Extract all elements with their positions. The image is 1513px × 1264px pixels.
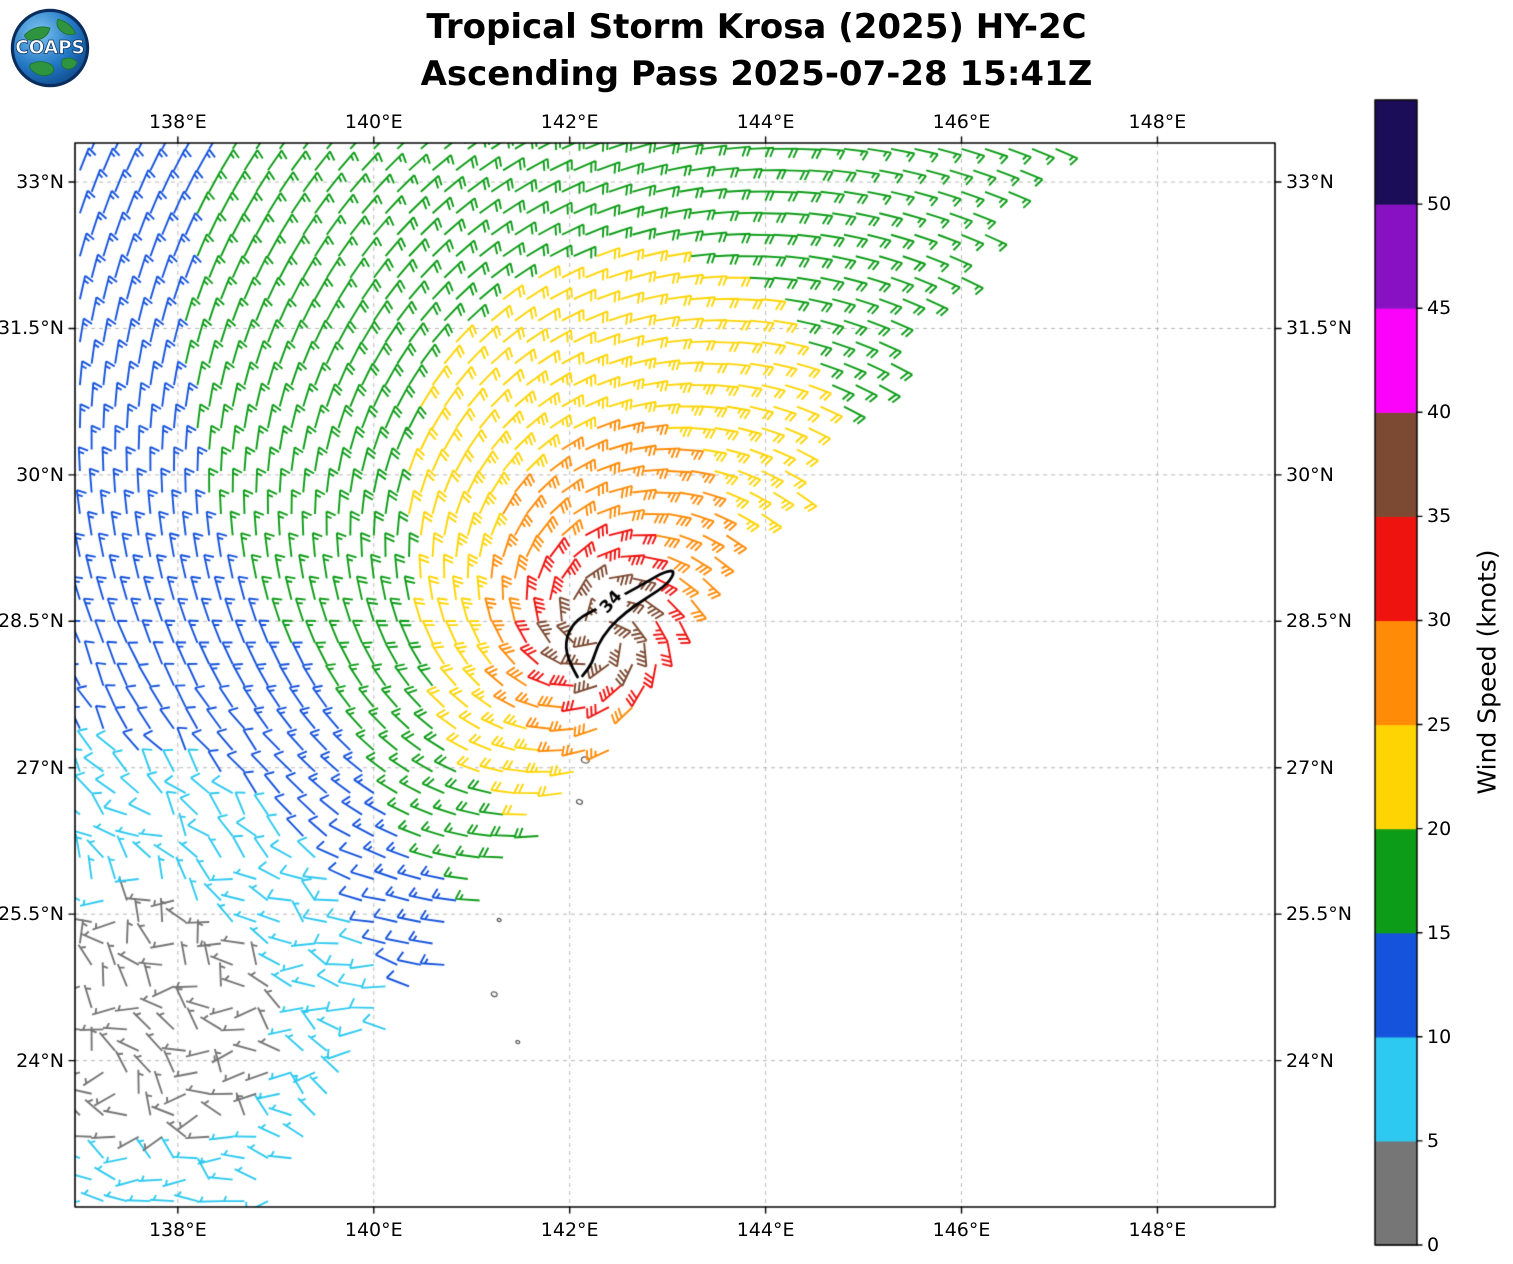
x-tick-label-top: 146°E xyxy=(932,111,991,133)
x-tick-label-top: 138°E xyxy=(148,111,207,133)
y-tick-label-left: 27°N xyxy=(16,756,64,779)
colorbar-axis-label: Wind Speed (knots) xyxy=(1472,549,1502,795)
y-tick-label-right: 30°N xyxy=(1286,463,1334,486)
y-tick-label-right: 24°N xyxy=(1286,1049,1334,1072)
y-tick-label-left: 31.5°N xyxy=(0,317,64,340)
x-tick-label-top: 148°E xyxy=(1128,111,1187,133)
x-tick-label-top: 144°E xyxy=(736,111,795,133)
x-tick-label-top: 140°E xyxy=(344,111,403,133)
y-tick-label-left: 25.5°N xyxy=(0,903,64,926)
colorbar-tick-label: 25 xyxy=(1427,713,1452,736)
colorbar-tick-label: 10 xyxy=(1427,1025,1452,1048)
x-tick-label-bottom: 144°E xyxy=(736,1219,795,1241)
colorbar-tick-label: 0 xyxy=(1427,1234,1440,1256)
colorbar-tick-label: 15 xyxy=(1427,921,1452,944)
x-tick-label-bottom: 148°E xyxy=(1128,1219,1187,1241)
x-tick-label-top: 142°E xyxy=(540,111,599,133)
y-tick-label-left: 30°N xyxy=(16,463,64,486)
y-tick-label-right: 25.5°N xyxy=(1286,903,1353,926)
y-tick-label-right: 33°N xyxy=(1286,171,1334,194)
colorbar-tick-label: 35 xyxy=(1427,505,1452,528)
colorbar-tick-label: 45 xyxy=(1427,297,1452,320)
colorbar-tick-label: 40 xyxy=(1427,401,1452,424)
colorbar-tick-label: 50 xyxy=(1427,193,1452,216)
x-tick-label-bottom: 138°E xyxy=(148,1219,207,1241)
y-tick-label-left: 28.5°N xyxy=(0,610,64,633)
colorbar-tick-label: 20 xyxy=(1427,817,1452,840)
y-tick-label-right: 27°N xyxy=(1286,756,1334,779)
colorbar-tick-label: 5 xyxy=(1427,1129,1440,1152)
x-tick-label-bottom: 146°E xyxy=(932,1219,991,1241)
colorbar-tick-label: 30 xyxy=(1427,609,1452,632)
y-tick-label-right: 31.5°N xyxy=(1286,317,1353,340)
x-tick-label-bottom: 142°E xyxy=(540,1219,599,1241)
y-tick-label-left: 33°N xyxy=(16,171,64,194)
y-tick-label-left: 24°N xyxy=(16,1049,64,1072)
y-tick-label-right: 28.5°N xyxy=(1286,610,1353,633)
x-tick-label-bottom: 140°E xyxy=(344,1219,403,1241)
